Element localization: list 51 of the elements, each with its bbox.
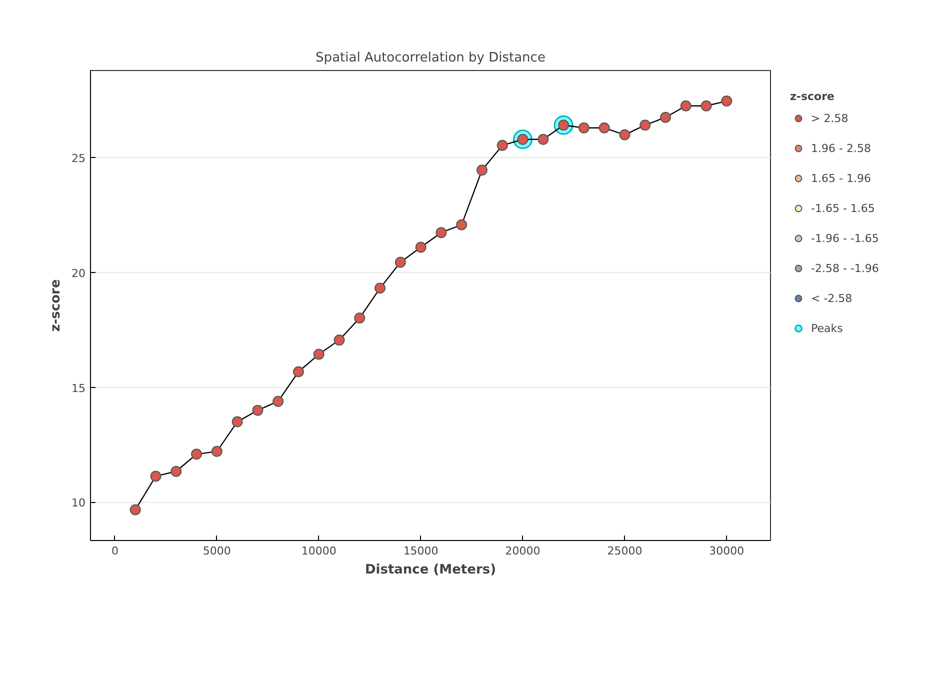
point xyxy=(700,100,712,112)
legend-label: Peaks xyxy=(811,322,843,334)
y-tick-label: 20 xyxy=(72,267,86,280)
legend-label: 1.96 - 2.58 xyxy=(811,142,871,154)
point xyxy=(191,448,202,460)
point xyxy=(415,242,426,253)
point xyxy=(680,100,692,112)
point xyxy=(374,282,386,294)
x-tick-label: 0 xyxy=(111,544,118,558)
point xyxy=(436,227,447,238)
x-tick-label: 15000 xyxy=(403,544,438,558)
point xyxy=(354,312,366,324)
point xyxy=(476,164,488,176)
point xyxy=(313,348,324,360)
x-tick-label: 25000 xyxy=(607,544,642,558)
legend-label: -2.58 - -1.96 xyxy=(811,262,879,274)
y-tick-label: 25 xyxy=(72,152,86,166)
point xyxy=(252,404,264,416)
point xyxy=(292,366,304,378)
x-tick-label: 10000 xyxy=(301,544,336,558)
point xyxy=(538,134,549,145)
legend-label: -1.65 - 1.65 xyxy=(811,202,875,214)
point xyxy=(232,416,243,428)
y-tick-label: 15 xyxy=(72,382,86,395)
x-axis-title: Distance (Meters) xyxy=(364,562,496,578)
point xyxy=(640,120,651,131)
point xyxy=(496,140,508,151)
y-tick-label: 10 xyxy=(72,496,86,510)
legend-title: z-score xyxy=(790,90,836,103)
point xyxy=(619,129,630,140)
point xyxy=(394,256,406,268)
point xyxy=(130,504,141,516)
legend-label: < -2.58 xyxy=(811,292,852,304)
point xyxy=(598,122,610,134)
legend-label: > 2.58 xyxy=(811,112,848,124)
point xyxy=(272,396,284,407)
x-tick-label: 30000 xyxy=(709,544,744,558)
point xyxy=(334,334,345,346)
point xyxy=(170,466,182,477)
chart-title: Spatial Autocorrelation by Distance xyxy=(316,50,546,66)
point xyxy=(660,112,671,123)
point xyxy=(456,219,468,230)
x-tick-label: 5000 xyxy=(202,544,231,558)
y-axis-title: z-score xyxy=(48,279,64,332)
point xyxy=(721,96,732,107)
legend-label: 1.65 - 1.96 xyxy=(811,172,871,184)
legend-label: -1.96 - -1.65 xyxy=(811,232,879,244)
point xyxy=(211,446,222,457)
point xyxy=(578,122,590,134)
x-tick-label: 20000 xyxy=(505,544,540,558)
point xyxy=(150,470,162,482)
